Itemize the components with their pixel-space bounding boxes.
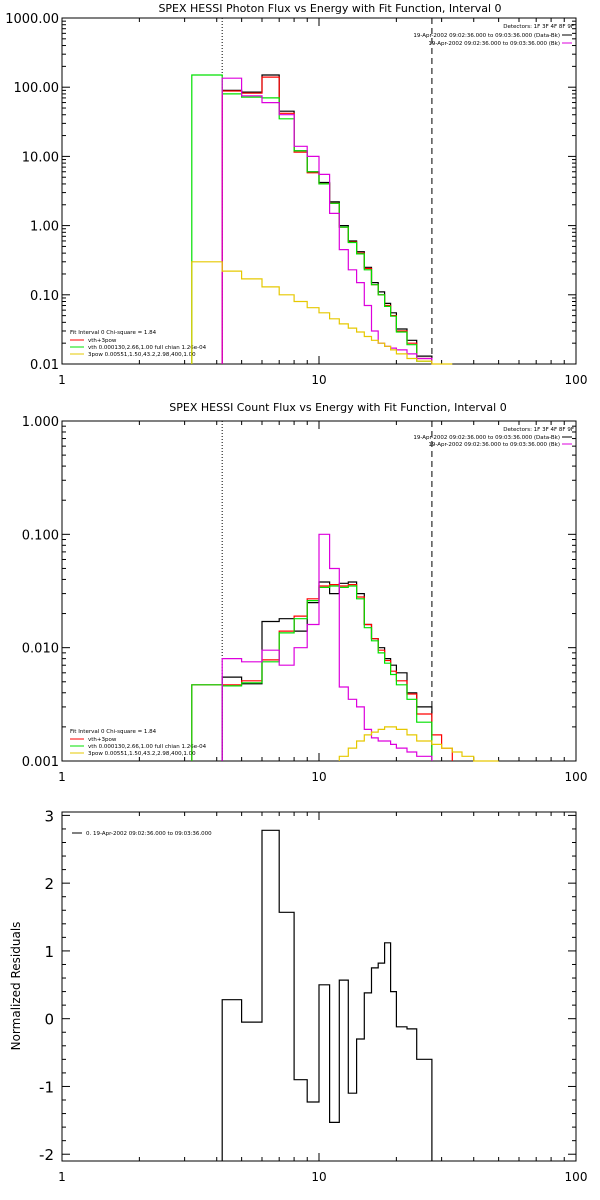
photon-flux-magenta-series — [221, 77, 433, 364]
count-fit-3pow-label: 3pow 0.00551,1.50,43.2,2.98,400,1.00 — [88, 751, 196, 757]
photon-flux-y-tick-label: 10.00 — [22, 150, 59, 165]
count-flux-y-tick-label: 0.001 — [22, 755, 59, 770]
residuals-x-tick-label: 10 — [311, 1170, 326, 1184]
photon-flux-x-tick-label: 100 — [565, 373, 588, 387]
residuals-black-series — [221, 829, 433, 1161]
count-flux-green-series — [191, 585, 433, 761]
photon-flux-y-tick-label: 0.01 — [30, 358, 59, 373]
photon-detectors-label: Detectors: 1F 3F 4F 8F 9F — [503, 24, 574, 30]
photon-flux-title: SPEX HESSI Photon Flux vs Energy with Fi… — [158, 2, 501, 15]
residuals-y-axis-label: Normalized Residuals — [9, 922, 23, 1051]
count-flux-yellow-series — [338, 726, 499, 762]
count-detectors-label: Detectors: 1F 3F 4F 8F 9F — [503, 427, 574, 433]
count-flux-y-tick-label: 0.010 — [22, 642, 59, 657]
count-fit-interval-label: Fit Interval 0 Chi-square = 1.84 — [70, 729, 157, 735]
count-fit-vth-label: vth 0.000130,2.66,1.00 full chian 1.26e-… — [88, 744, 207, 750]
photon-fit-vth-label: vth 0.000130,2.66,1.00 full chian 1.26e-… — [88, 345, 207, 351]
count-bk-label: 19-Apr-2002 09:02:36.000 to 09:03:36.000… — [428, 442, 560, 448]
residuals-y-tick-label: -1 — [39, 1078, 54, 1096]
residuals-y-tick-label: 1 — [44, 943, 54, 961]
photon-flux-green-series — [191, 74, 433, 364]
photon-flux-x-tick-label: 1 — [58, 373, 66, 387]
photon-bk-label: 19-Apr-2002 09:02:36.000 to 09:03:36.000… — [428, 41, 560, 47]
photon-flux-black-series — [221, 74, 433, 364]
count-flux-y-tick-label: 0.100 — [22, 528, 59, 543]
count-flux-magenta-series — [221, 533, 433, 761]
photon-flux-red-series — [221, 76, 433, 364]
count-flux-x-tick-label: 100 — [565, 770, 588, 784]
count-data-bk-label: 19-Apr-2002 09:02:36.000 to 09:03:36.000… — [413, 435, 560, 441]
residuals-y-tick-label: 0 — [44, 1011, 54, 1029]
photon-flux-y-tick-label: 1.00 — [30, 220, 59, 235]
count-flux-x-tick-label: 10 — [311, 770, 326, 784]
photon-fit-total-label: vth+3pow — [88, 338, 117, 344]
photon-flux-y-tick-label: 100.00 — [14, 81, 60, 96]
photon-flux-x-tick-label: 10 — [311, 373, 326, 387]
photon-flux-panel: SPEX HESSI Photon Flux vs Energy with Fi… — [5, 2, 587, 387]
count-flux-title: SPEX HESSI Count Flux vs Energy with Fit… — [169, 401, 506, 414]
count-fit-total-label: vth+3pow — [88, 737, 117, 743]
residuals-y-tick-label: 2 — [44, 875, 54, 893]
photon-flux-y-tick-label: 1000.00 — [5, 12, 59, 27]
residuals-legend-label: 0. 19-Apr-2002 09:02:36.000 to 09:03:36.… — [86, 831, 212, 837]
count-flux-black-series — [221, 581, 433, 761]
count-flux-y-tick-label: 1.000 — [22, 415, 59, 430]
residuals-panel: Normalized Residuals 0. 19-Apr-2002 09:0… — [9, 807, 587, 1184]
photon-flux-y-tick-label: 0.10 — [30, 289, 59, 304]
photon-flux-yellow-series — [191, 261, 453, 365]
photon-fit-3pow-label: 3pow 0.00551,1.50,43.2,2.98,400,1.00 — [88, 352, 196, 358]
residuals-x-tick-label: 100 — [565, 1170, 588, 1184]
residuals-x-tick-label: 1 — [58, 1170, 66, 1184]
count-flux-x-tick-label: 1 — [58, 770, 66, 784]
photon-fit-interval-label: Fit Interval 0 Chi-square = 1.84 — [70, 330, 157, 336]
residuals-y-tick-label: -2 — [39, 1146, 54, 1164]
photon-data-bk-label: 19-Apr-2002 09:02:36.000 to 09:03:36.000… — [413, 33, 560, 39]
count-flux-panel: SPEX HESSI Count Flux vs Energy with Fit… — [22, 401, 588, 784]
residuals-y-tick-label: 3 — [44, 807, 54, 825]
